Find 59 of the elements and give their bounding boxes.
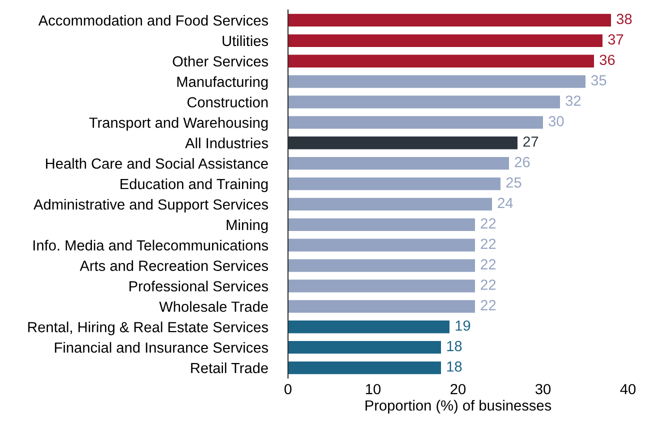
y-tick-label: Education and Training [120,178,268,192]
data-label: 35 [591,75,606,86]
bar [288,280,475,292]
bar [288,34,602,48]
data-label: 32 [566,96,581,106]
x-tick-label: 30 [535,384,551,394]
bar [288,14,611,27]
bar [288,198,492,211]
y-tick-label: Other Services [172,56,268,67]
bar [288,54,594,68]
data-label: 19 [456,320,470,331]
x-tick-label: 0 [284,384,292,394]
data-label: 22 [480,238,496,249]
data-label: 22 [480,259,496,270]
y-tick-label: Health Care and Social Assistance [46,158,268,169]
bar [288,361,441,374]
y-tick-label: Utilities [222,35,268,46]
y-tick-label: Professional Services [130,280,268,292]
data-label: 26 [514,156,530,168]
data-label: 27 [523,136,538,147]
data-label: 30 [548,116,564,126]
bar [288,300,475,313]
bar [288,238,475,252]
y-tick-label: Accommodation and Food Services [38,14,268,26]
data-label: 24 [498,198,513,208]
bar [288,156,509,170]
y-tick-label: Retail Trade [191,362,268,374]
y-tick-label: Wholesale Trade [159,301,268,312]
y-tick-label: Rental, Hiring & Real Estate Services [28,322,268,336]
data-label: 38 [616,14,632,24]
bar [288,218,475,232]
y-tick-label: Administrative and Support Services [34,198,268,213]
data-label: 22 [480,300,496,310]
data-label: 22 [480,280,496,290]
x-axis-title: Proportion (%) of businesses [366,400,552,414]
y-tick-label: Mining [226,219,268,233]
data-label: 25 [506,177,522,188]
data-label: 18 [447,340,462,352]
bar [288,116,543,129]
data-label: 37 [608,34,624,45]
bar [288,320,450,334]
y-tick-label: Construction [187,96,268,108]
y-tick-label: Transport and Warehousing [89,117,268,131]
y-tick-label: Financial and Insurance Services [54,342,268,353]
bar [288,340,441,354]
y-tick-label: Arts and Recreation Services [80,260,268,271]
bar [288,75,586,88]
y-tick-label: Manufacturing [177,76,268,90]
bar [288,96,560,108]
y-tick-label: All Industries [185,138,268,148]
bar [288,177,500,190]
x-tick-label: 40 [620,384,636,394]
data-label: 36 [600,54,615,66]
x-tick-label: 20 [450,384,466,394]
bar [288,259,475,272]
data-label: 22 [480,218,496,228]
y-tick-label: Info. Media and Telecommunications [33,240,268,251]
data-label: 18 [447,361,462,372]
x-tick-label: 10 [366,384,381,394]
